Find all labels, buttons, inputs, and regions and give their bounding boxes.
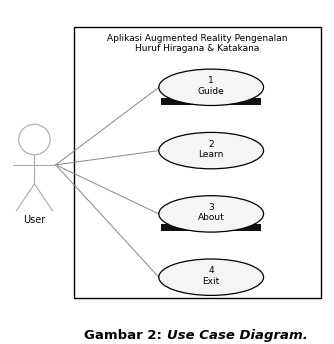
Text: 2
Learn: 2 Learn [198,140,224,159]
Ellipse shape [159,259,264,295]
Ellipse shape [159,196,264,232]
Bar [161,98,261,105]
Bar [161,224,261,231]
Text: User: User [23,215,45,225]
Ellipse shape [159,132,264,169]
Text: Aplikasi Augmented Reality Pengenalan
Huruf Hiragana & Katakana: Aplikasi Augmented Reality Pengenalan Hu… [107,33,288,53]
Text: Gambar 2:: Gambar 2: [85,329,167,342]
Ellipse shape [159,69,264,106]
Circle shape [19,124,50,155]
Text: 3
About: 3 About [198,203,224,222]
Text: Use Case Diagram.: Use Case Diagram. [167,329,308,342]
Bar [74,27,321,298]
Text: 4
Exit: 4 Exit [202,266,220,286]
Text: 1
Guide: 1 Guide [198,76,224,96]
